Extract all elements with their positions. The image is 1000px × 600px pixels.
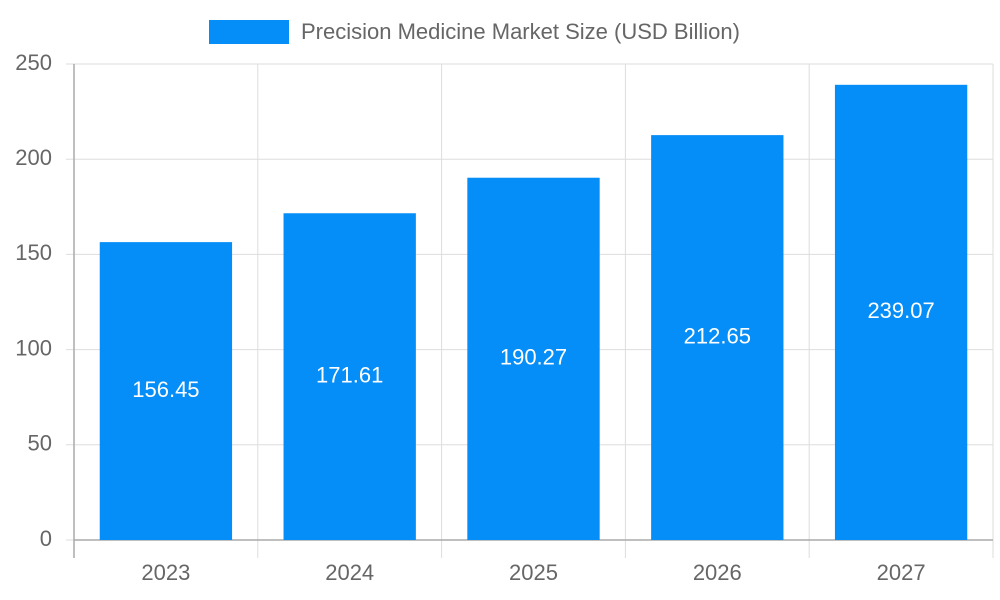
data-label: 171.61	[316, 362, 383, 387]
y-tick-label: 100	[15, 335, 52, 360]
data-label: 239.07	[867, 298, 934, 323]
y-tick-label: 0	[40, 526, 52, 551]
x-tick-label: 2023	[141, 560, 190, 585]
bar	[467, 177, 600, 540]
data-label: 190.27	[500, 345, 567, 370]
y-tick-label: 250	[15, 50, 52, 75]
bar	[99, 242, 233, 540]
x-tick-label: 2025	[509, 560, 558, 585]
data-label: 156.45	[132, 377, 199, 402]
y-tick-label: 50	[28, 431, 52, 456]
y-tick-label: 200	[15, 145, 52, 170]
x-tick-label: 2026	[693, 560, 742, 585]
bar	[283, 213, 416, 540]
legend-swatch	[209, 20, 289, 44]
legend-label: Precision Medicine Market Size (USD Bill…	[301, 19, 740, 44]
data-label: 212.65	[684, 323, 751, 348]
x-tick-label: 2027	[877, 560, 926, 585]
bar	[834, 84, 968, 540]
bar	[651, 135, 784, 541]
x-tick-label: 2024	[325, 560, 374, 585]
y-tick-label: 150	[15, 240, 52, 265]
